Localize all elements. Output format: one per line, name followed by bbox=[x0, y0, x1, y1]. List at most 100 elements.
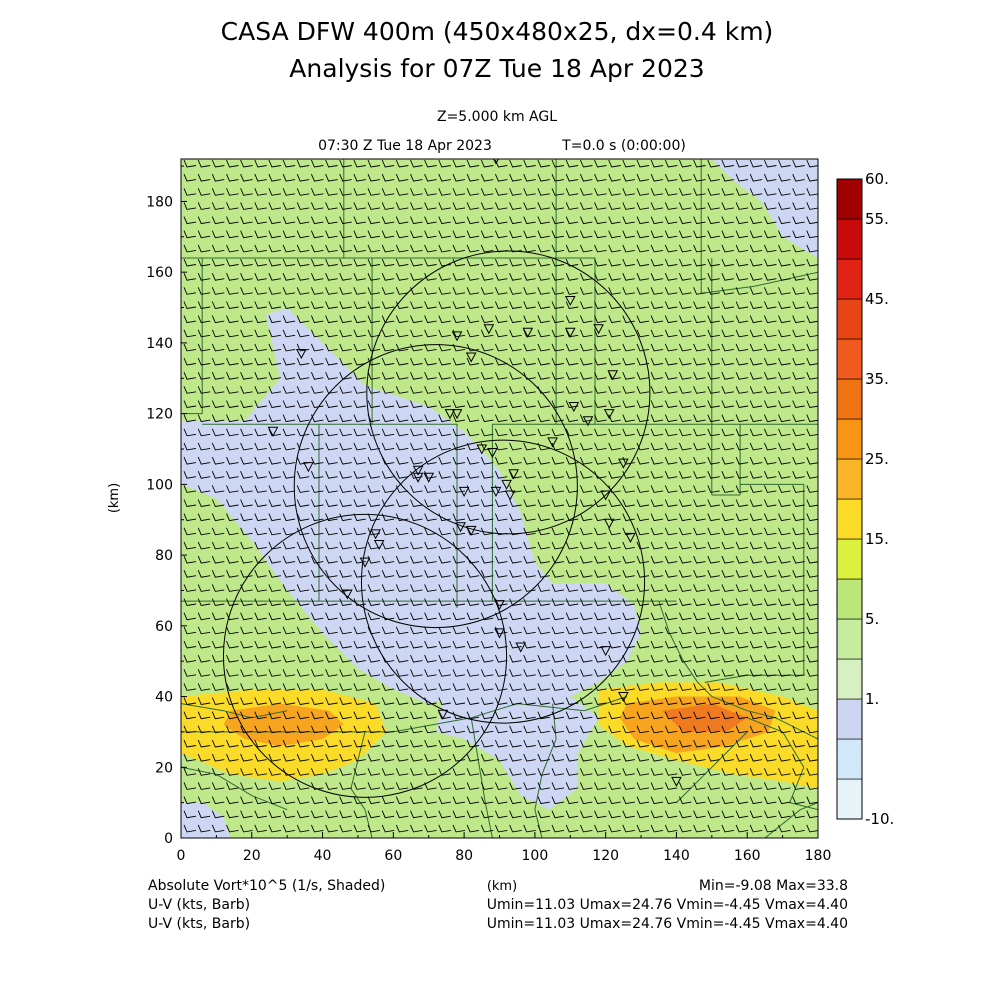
colorbar-swatch bbox=[836, 298, 863, 340]
county-line bbox=[470, 717, 493, 838]
county-line bbox=[372, 423, 458, 609]
station-marker bbox=[359, 557, 371, 568]
station-marker bbox=[423, 472, 435, 483]
x-tick-label: 80 bbox=[455, 848, 473, 864]
station-marker bbox=[603, 409, 615, 420]
colorbar-label: 1. bbox=[865, 690, 879, 708]
county-line bbox=[676, 731, 748, 803]
station-marker bbox=[437, 709, 449, 720]
station-marker bbox=[625, 532, 636, 543]
x-tick-label: 20 bbox=[243, 848, 261, 864]
county-line bbox=[181, 766, 288, 811]
station-marker bbox=[465, 525, 477, 536]
x-axis-label: (km) bbox=[487, 879, 517, 894]
station-marker bbox=[373, 539, 385, 551]
colorbar-label: 15. bbox=[865, 530, 889, 548]
radar-ring bbox=[222, 513, 508, 798]
colorbar-swatch bbox=[836, 418, 863, 460]
station-marker bbox=[671, 776, 682, 787]
y-tick-label: 160 bbox=[146, 265, 173, 281]
station-marker bbox=[600, 646, 611, 657]
station-marker bbox=[451, 409, 463, 420]
y-tick-label: 40 bbox=[155, 690, 173, 706]
axes: 0 20 40 60 80 100 120 140 160 180 0 20 40 60 80 100 120 1… bbox=[146, 165, 832, 864]
county-line bbox=[764, 802, 818, 838]
colorbar-frame bbox=[836, 178, 863, 820]
station-marker bbox=[504, 490, 516, 501]
field-label: Absolute Vort*10^5 (1/s, Shaded) bbox=[148, 878, 385, 894]
station-marker bbox=[490, 486, 502, 497]
colorbar-swatch bbox=[836, 258, 863, 300]
county-line bbox=[658, 600, 818, 740]
colorbar-swatch bbox=[836, 578, 863, 620]
station-marker bbox=[487, 448, 498, 459]
station-marker bbox=[267, 426, 279, 437]
colorbar-swatch bbox=[836, 458, 863, 500]
x-tick-label: 180 bbox=[805, 848, 832, 864]
county-line bbox=[701, 271, 818, 294]
valid-time-label: 07:30 Z Tue 18 Apr 2023 bbox=[318, 138, 492, 154]
x-tick-label: 0 bbox=[177, 848, 186, 864]
station-markers bbox=[267, 159, 682, 787]
x-tick-label: 160 bbox=[734, 848, 761, 864]
station-marker bbox=[370, 529, 381, 540]
level-label: Z=5.000 km AGL bbox=[437, 109, 557, 125]
colorbar-swatch bbox=[836, 178, 863, 220]
station-marker bbox=[412, 465, 424, 476]
y-tick-label: 0 bbox=[164, 831, 173, 847]
x-tick-label: 120 bbox=[592, 848, 619, 864]
colorbar-swatch bbox=[836, 378, 863, 420]
wind-barbs bbox=[183, 159, 818, 833]
station-marker bbox=[607, 370, 619, 381]
y-tick-label: 60 bbox=[155, 619, 173, 635]
station-marker bbox=[515, 642, 527, 653]
colorbar-swatch bbox=[836, 658, 863, 700]
radar-ring bbox=[366, 250, 651, 535]
wind-label-2: U-V (kts, Barb) bbox=[148, 916, 250, 932]
station-marker bbox=[593, 324, 604, 335]
colorbar-swatch bbox=[836, 498, 863, 540]
colorbar-swatch bbox=[836, 218, 863, 260]
x-tick-label: 140 bbox=[663, 848, 690, 864]
station-marker bbox=[451, 331, 463, 342]
county-line bbox=[747, 717, 818, 811]
station-marker bbox=[618, 692, 629, 703]
colorbar-label: 35. bbox=[865, 370, 889, 388]
station-marker bbox=[600, 490, 611, 501]
county-line bbox=[181, 703, 288, 719]
station-marker bbox=[295, 349, 307, 360]
station-marker bbox=[465, 352, 477, 363]
wind-barb-field bbox=[183, 159, 818, 833]
station-marker bbox=[508, 469, 519, 480]
x-tick-label: 60 bbox=[384, 848, 402, 864]
station-marker bbox=[568, 402, 580, 413]
colorbar-label: 5. bbox=[865, 610, 879, 628]
radar-range-rings bbox=[222, 250, 651, 798]
colorbar-label: 25. bbox=[865, 450, 889, 468]
y-tick-label: 120 bbox=[146, 407, 173, 423]
station-marker bbox=[494, 600, 505, 611]
county-boundaries bbox=[181, 159, 818, 838]
station-marker bbox=[476, 444, 488, 455]
station-marker bbox=[412, 472, 424, 483]
station-marker bbox=[303, 462, 314, 473]
y-tick-label: 180 bbox=[146, 194, 173, 210]
county-line bbox=[740, 483, 805, 676]
colorbar-label: 60. bbox=[865, 170, 889, 188]
colorbar: 60. 55. 45. 35. 25. 15. 5. 1. -10. bbox=[836, 170, 894, 828]
y-tick-label: 80 bbox=[155, 548, 173, 564]
y-axis-label: (km) bbox=[107, 483, 122, 513]
chart-title: CASA DFW 400m (450x480x25, dx=0.4 km) bbox=[221, 17, 774, 46]
station-marker bbox=[582, 416, 594, 427]
station-marker bbox=[522, 327, 534, 338]
radar-ring bbox=[360, 439, 646, 724]
station-marker bbox=[618, 458, 629, 469]
station-marker bbox=[603, 518, 615, 529]
zone-lower-left-core bbox=[223, 703, 344, 747]
plot-area bbox=[181, 159, 818, 838]
station-marker bbox=[547, 437, 558, 448]
forecast-time-label: T=0.0 s (0:00:00) bbox=[561, 138, 686, 154]
x-tick-label: 40 bbox=[314, 848, 332, 864]
colorbar-label: 45. bbox=[865, 290, 889, 308]
min-max-label: Min=-9.08 Max=33.8 bbox=[699, 878, 848, 894]
